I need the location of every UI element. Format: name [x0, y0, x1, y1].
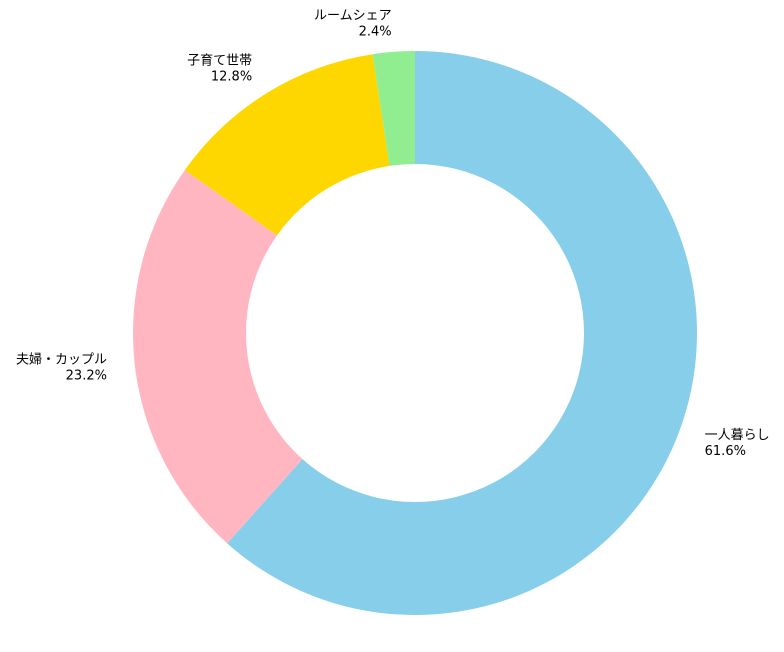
donut-slice [133, 170, 303, 544]
slice-value-label: 23.2% [66, 368, 107, 383]
slice-label: ルームシェア [314, 8, 392, 23]
donut-slice [227, 51, 697, 615]
donut-slice [184, 54, 390, 236]
slice-value-label: 12.8% [211, 70, 252, 85]
slice-label: 夫婦・カップル [16, 351, 107, 367]
slice-label: 一人暮らし [705, 428, 770, 443]
donut-slice [372, 51, 415, 166]
slice-value-label: 2.4% [359, 24, 392, 39]
slice-label: 子育て世帯 [187, 53, 252, 69]
slice-value-label: 61.6% [705, 444, 746, 459]
